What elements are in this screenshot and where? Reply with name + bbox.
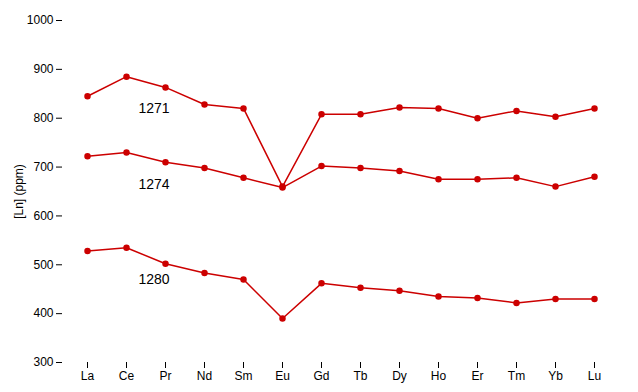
svg-text:Nd: Nd [197, 369, 212, 383]
svg-text:Pr: Pr [160, 369, 172, 383]
svg-text:Sm: Sm [235, 369, 253, 383]
svg-text:Lu: Lu [588, 369, 601, 383]
svg-text:Dy: Dy [392, 369, 407, 383]
svg-text:Ce: Ce [119, 369, 135, 383]
svg-text:300: 300 [33, 355, 53, 369]
svg-text:Eu: Eu [275, 369, 290, 383]
svg-text:1000: 1000 [27, 13, 54, 27]
svg-text:900: 900 [33, 62, 53, 76]
svg-text:Ho: Ho [431, 369, 447, 383]
svg-text:700: 700 [33, 160, 53, 174]
svg-text:Tb: Tb [353, 369, 367, 383]
svg-text:1280: 1280 [139, 271, 170, 287]
svg-text:800: 800 [33, 111, 53, 125]
svg-text:400: 400 [33, 306, 53, 320]
svg-text:Er: Er [472, 369, 484, 383]
svg-text:1274: 1274 [139, 176, 170, 192]
svg-text:1271: 1271 [139, 100, 170, 116]
svg-text:Yb: Yb [548, 369, 563, 383]
svg-text:600: 600 [33, 209, 53, 223]
svg-text:La: La [81, 369, 95, 383]
svg-text:[Ln] (ppm): [Ln] (ppm) [12, 164, 26, 219]
svg-text:Tm: Tm [508, 369, 525, 383]
svg-text:Gd: Gd [313, 369, 329, 383]
svg-text:500: 500 [33, 258, 53, 272]
